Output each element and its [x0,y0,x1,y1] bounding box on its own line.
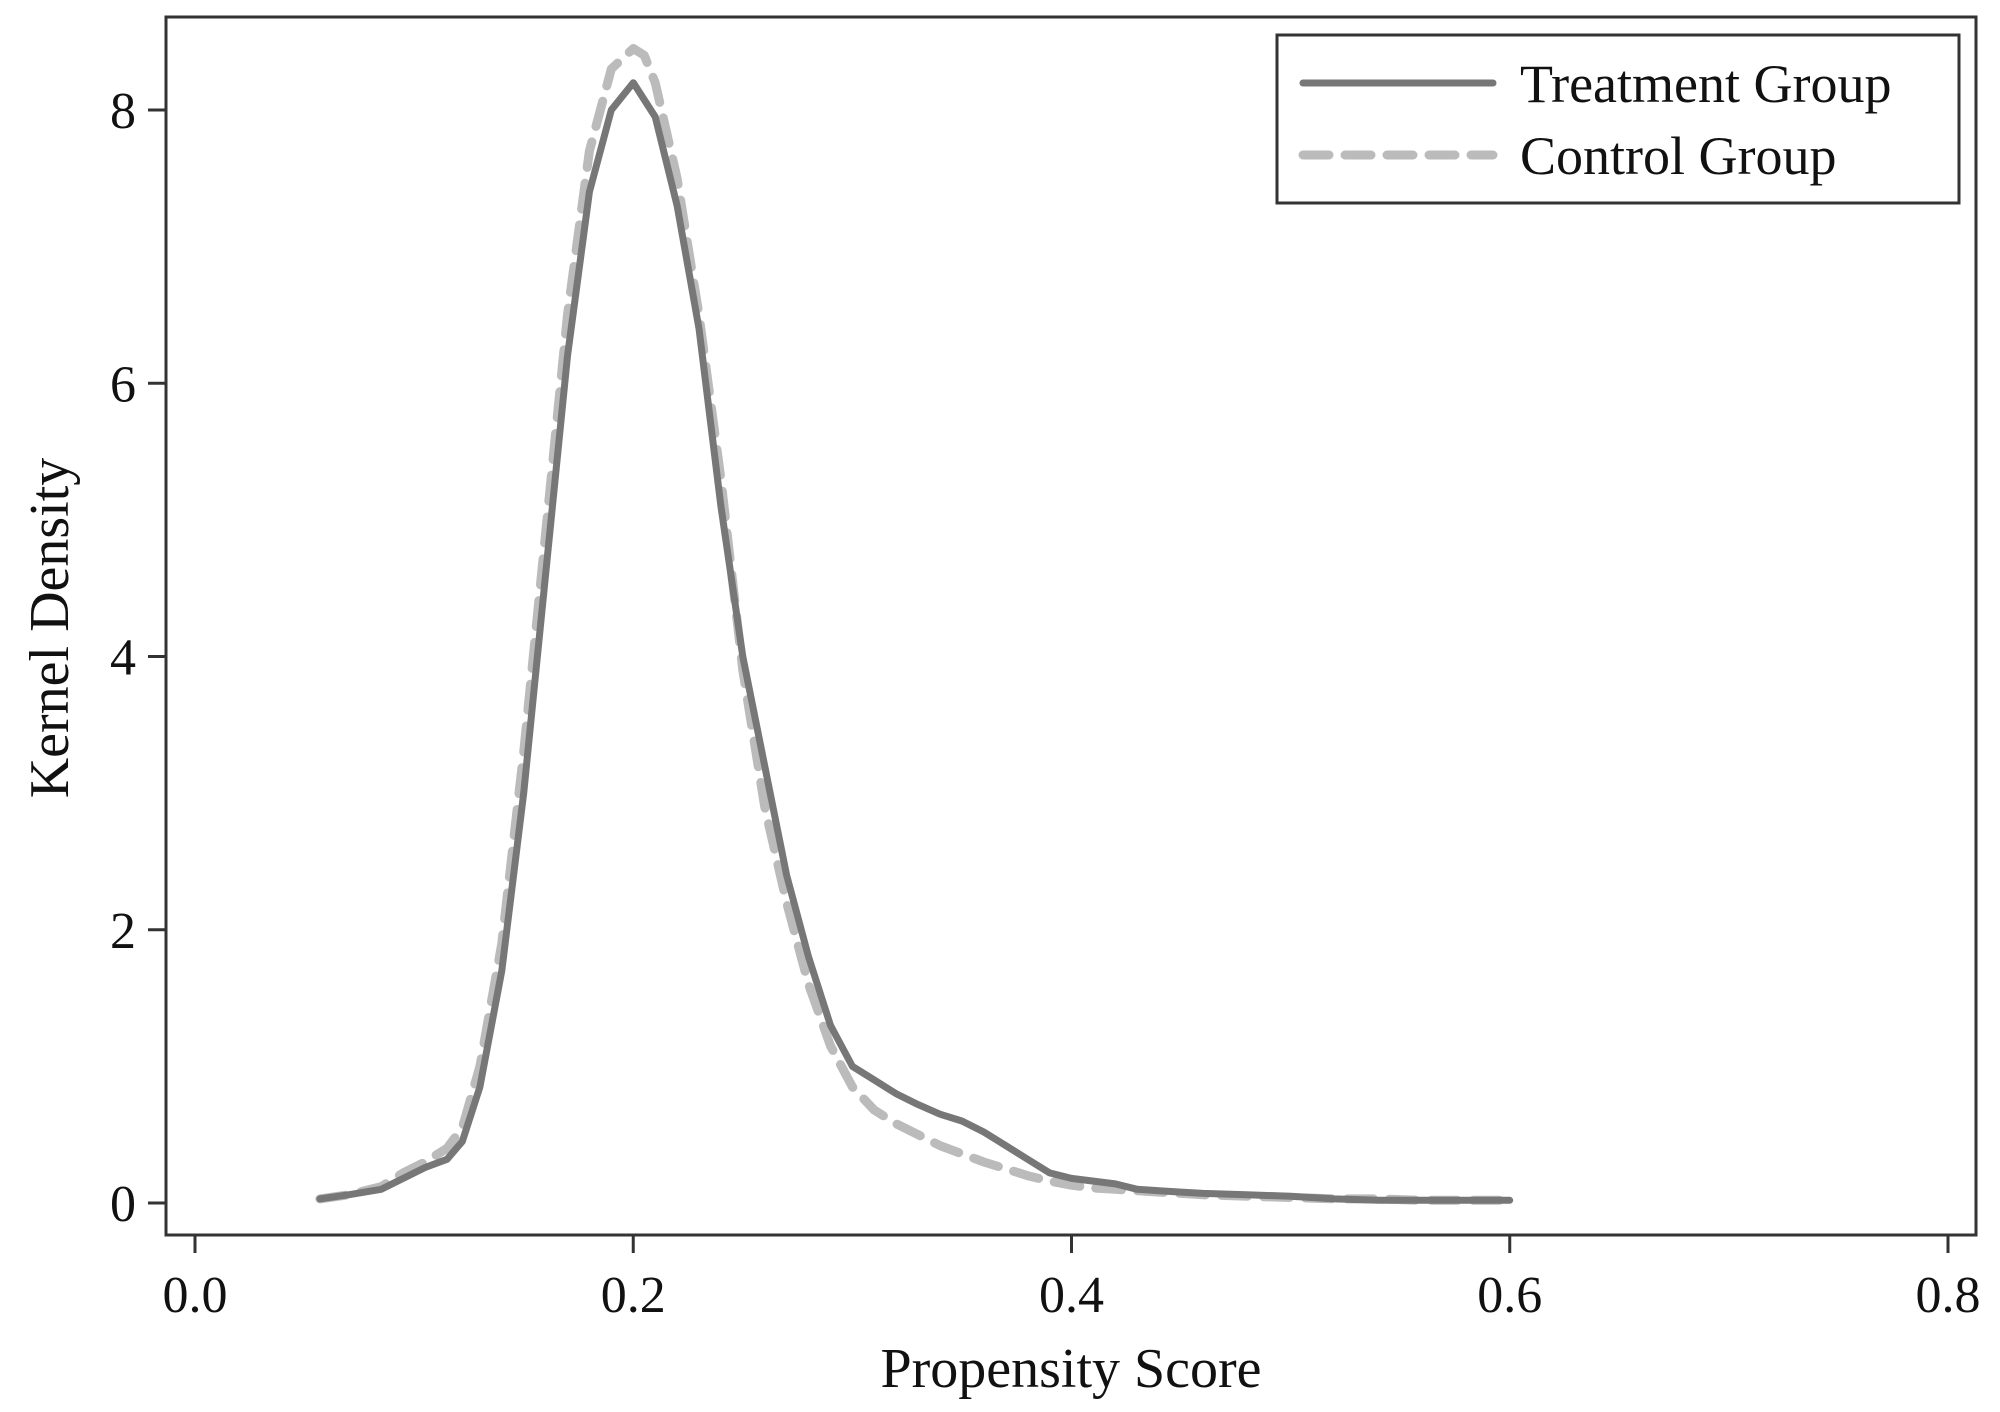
x-axis-title: Propensity Score [880,1338,1261,1400]
series-line-control-group [315,44,1515,1205]
legend-label-treatment-group: Treatment Group [1520,54,1891,114]
y-tick-label: 8 [110,83,136,140]
y-tick-label: 2 [110,903,136,960]
x-tick-label: 0.4 [1039,1267,1104,1324]
y-tick-label: 4 [110,630,136,687]
series-line-treatment-group [316,79,1514,1204]
series-layer [315,44,1515,1205]
x-tick-label: 0.0 [163,1267,228,1324]
x-axis: 0.0 0.2 0.4 0.6 0.8 [163,1235,1981,1324]
y-tick-label: 6 [110,356,136,413]
y-tick-label: 0 [110,1176,136,1233]
legend-box [1275,33,1961,205]
x-tick-label: 0.8 [1916,1267,1981,1324]
legend-label-control-group: Control Group [1520,126,1837,186]
x-tick-label: 0.6 [1477,1267,1542,1324]
legend: Treatment Group Control Group [1275,33,1961,205]
x-tick-label: 0.2 [601,1267,666,1324]
y-axis: 0 2 4 6 8 [110,83,166,1233]
y-axis-title: Kernel Density [19,458,81,799]
